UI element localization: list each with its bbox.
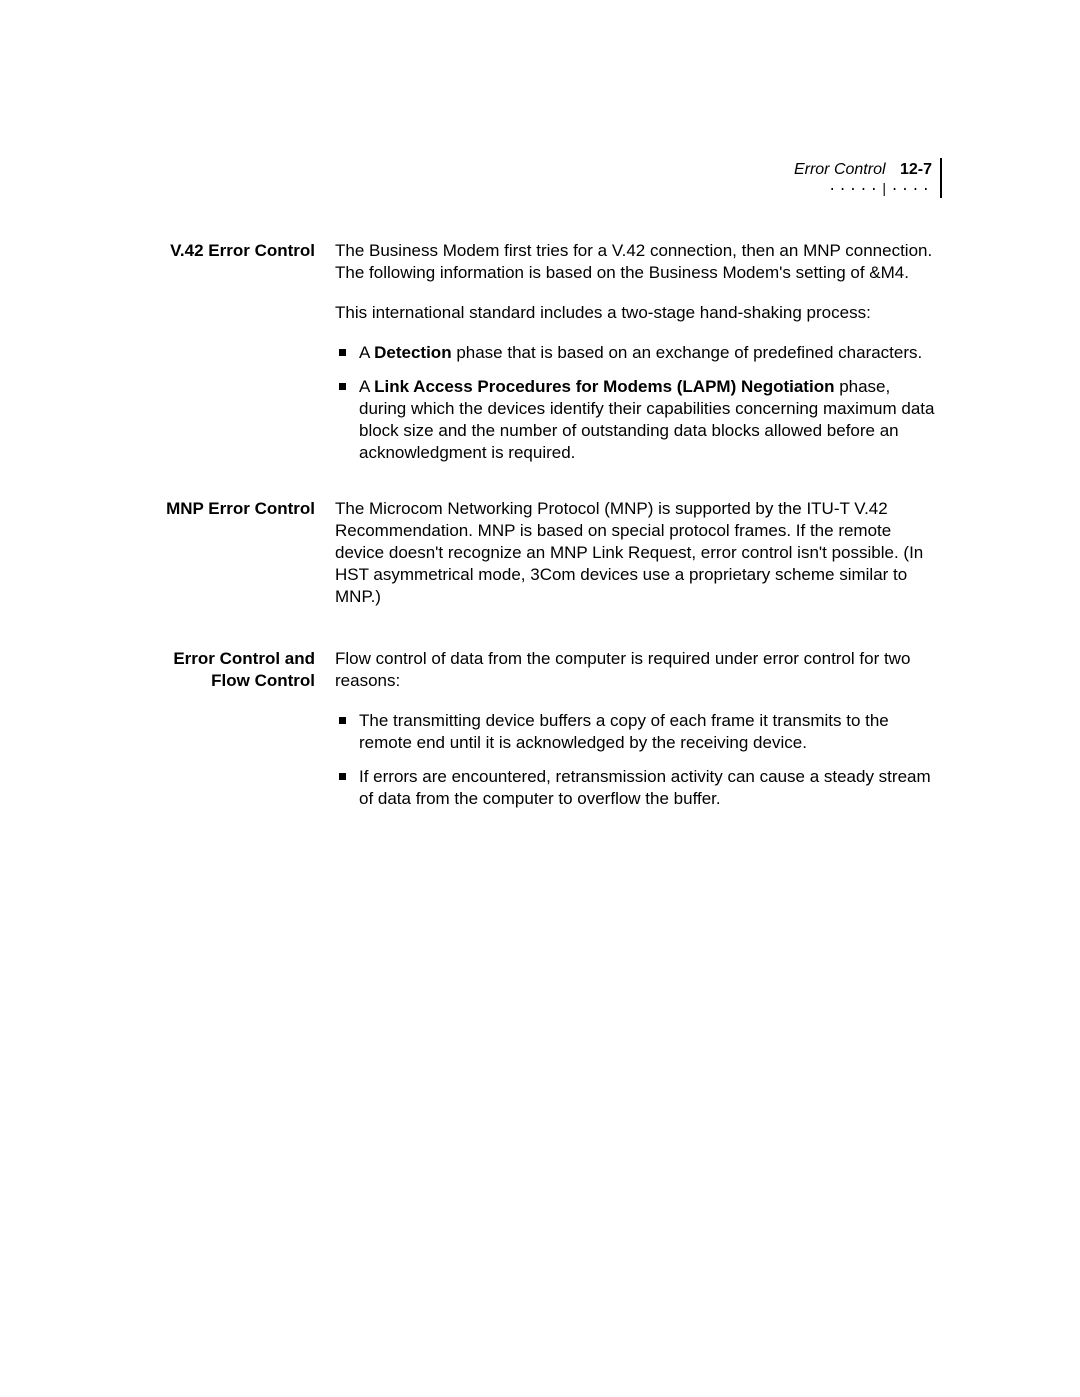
v42-bullet-list: A Detection phase that is based on an ex… — [335, 342, 940, 464]
v42-bullet-1-post: phase that is based on an exchange of pr… — [452, 343, 923, 362]
header-border — [940, 158, 942, 198]
v42-para-1: The Business Modem first tries for a V.4… — [335, 240, 940, 284]
header-page-number: 12-7 — [900, 161, 932, 178]
section-mnp: MNP Error Control The Microcom Networkin… — [140, 498, 940, 626]
section-flow: Error Control and Flow Control Flow cont… — [140, 648, 940, 822]
v42-bullet-2-pre: A — [359, 377, 374, 396]
section-body-v42: The Business Modem first tries for a V.4… — [335, 240, 940, 476]
section-heading-v42: V.42 Error Control — [140, 240, 335, 476]
section-v42: V.42 Error Control The Business Modem fi… — [140, 240, 940, 476]
v42-bullet-1: A Detection phase that is based on an ex… — [335, 342, 940, 364]
flow-para-1: Flow control of data from the computer i… — [335, 648, 940, 692]
section-body-mnp: The Microcom Networking Protocol (MNP) i… — [335, 498, 940, 626]
header-dots: ·····|···· — [794, 182, 932, 198]
section-heading-flow: Error Control and Flow Control — [140, 648, 335, 822]
header-section-title: Error Control — [794, 161, 886, 178]
running-header: Error Control 12-7 ·····|···· — [794, 160, 932, 198]
v42-para-2: This international standard includes a t… — [335, 302, 940, 324]
flow-bullet-2: If errors are encountered, retransmissio… — [335, 766, 940, 810]
v42-bullet-1-bold: Detection — [374, 343, 451, 362]
v42-bullet-1-pre: A — [359, 343, 374, 362]
header-title-line: Error Control 12-7 — [794, 160, 932, 180]
flow-bullet-1: The transmitting device buffers a copy o… — [335, 710, 940, 754]
flow-bullet-list: The transmitting device buffers a copy o… — [335, 710, 940, 810]
section-heading-mnp: MNP Error Control — [140, 498, 335, 626]
section-body-flow: Flow control of data from the computer i… — [335, 648, 940, 822]
page: Error Control 12-7 ·····|···· V.42 Error… — [0, 0, 1080, 1397]
v42-bullet-2-bold: Link Access Procedures for Modems (LAPM)… — [374, 377, 834, 396]
content-area: V.42 Error Control The Business Modem fi… — [140, 240, 940, 822]
v42-bullet-2: A Link Access Procedures for Modems (LAP… — [335, 376, 940, 464]
mnp-para-1: The Microcom Networking Protocol (MNP) i… — [335, 498, 940, 608]
